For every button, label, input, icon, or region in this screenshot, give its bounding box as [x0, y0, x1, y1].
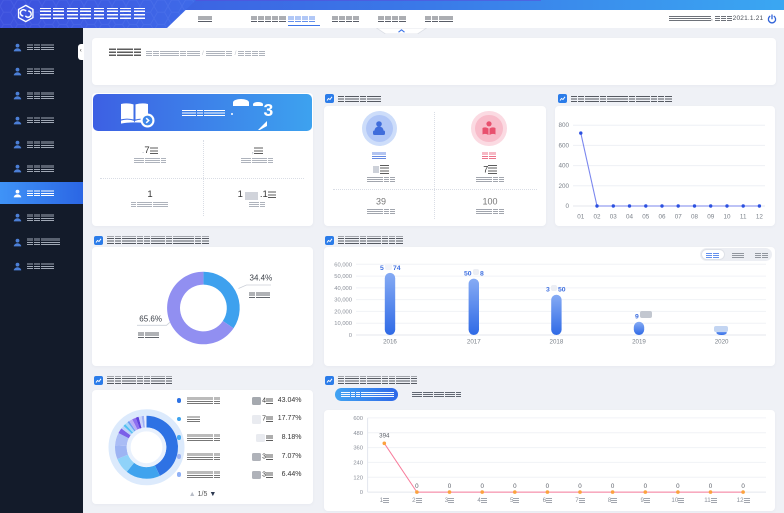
svg-text:600: 600	[558, 142, 569, 149]
svg-text:0: 0	[360, 490, 363, 496]
svg-text:0: 0	[741, 483, 745, 490]
svg-text:600: 600	[353, 415, 363, 421]
svg-text:9: 9	[635, 314, 639, 321]
svg-text:0: 0	[578, 483, 582, 490]
svg-text:10,000: 10,000	[334, 321, 352, 327]
svg-text:2020: 2020	[715, 339, 729, 346]
svg-text:2016: 2016	[383, 339, 397, 346]
svg-text:0: 0	[611, 483, 615, 490]
svg-text:240: 240	[353, 460, 363, 466]
svg-text:2019: 2019	[632, 339, 646, 346]
svg-text:480: 480	[353, 430, 363, 436]
svg-text:01: 01	[577, 214, 585, 221]
svg-text:30,000: 30,000	[334, 298, 352, 304]
svg-text:50: 50	[558, 287, 566, 294]
svg-text:40,000: 40,000	[334, 286, 352, 292]
svg-text:0: 0	[546, 483, 550, 490]
svg-text:10: 10	[723, 214, 731, 221]
svg-text:120: 120	[353, 475, 363, 481]
svg-text:0: 0	[565, 203, 569, 210]
svg-text:03: 03	[610, 214, 618, 221]
svg-text:12: 12	[756, 214, 764, 221]
svg-text:05: 05	[642, 214, 650, 221]
svg-text:0: 0	[480, 483, 484, 490]
svg-text:0: 0	[448, 483, 452, 490]
svg-text:02: 02	[593, 214, 601, 221]
svg-text:74: 74	[393, 265, 401, 272]
svg-text:394: 394	[379, 432, 390, 439]
svg-text:2017: 2017	[467, 339, 481, 346]
svg-text:0: 0	[349, 333, 352, 339]
svg-text:65.6%: 65.6%	[139, 314, 162, 323]
svg-text:3: 3	[546, 287, 550, 294]
svg-text:0: 0	[415, 483, 419, 490]
svg-text:200: 200	[558, 183, 569, 190]
svg-text:07: 07	[675, 214, 683, 221]
svg-text:400: 400	[558, 163, 569, 170]
svg-text:20,000: 20,000	[334, 309, 352, 315]
svg-text:0: 0	[709, 483, 713, 490]
svg-text:0: 0	[676, 483, 680, 490]
svg-text:0: 0	[513, 483, 517, 490]
svg-text:0: 0	[644, 483, 648, 490]
svg-text:5: 5	[380, 265, 384, 272]
svg-text:60,000: 60,000	[334, 262, 352, 268]
svg-text:50,000: 50,000	[334, 274, 352, 280]
svg-text:2018: 2018	[550, 339, 564, 346]
svg-text:04: 04	[626, 214, 634, 221]
svg-text:09: 09	[707, 214, 715, 221]
svg-text:360: 360	[353, 445, 363, 451]
svg-text:8: 8	[480, 271, 484, 278]
svg-text:06: 06	[658, 214, 666, 221]
svg-text:08: 08	[691, 214, 699, 221]
svg-text:800: 800	[558, 122, 569, 129]
svg-text:50: 50	[464, 271, 472, 278]
svg-text:34.4%: 34.4%	[249, 274, 272, 283]
svg-text:11: 11	[740, 214, 747, 221]
